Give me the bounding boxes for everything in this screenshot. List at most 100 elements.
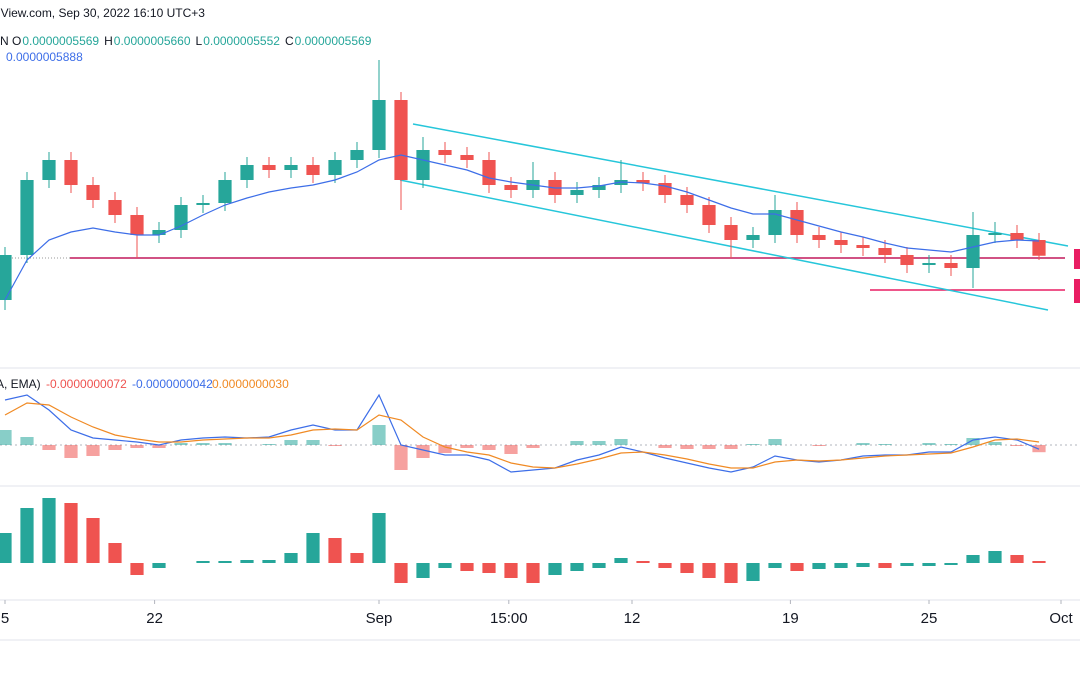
x-tick-label: 15:00 [490, 610, 528, 627]
candle-body [416, 150, 430, 180]
histogram-bar [174, 443, 188, 445]
candle-body [196, 203, 210, 205]
histogram-bar [746, 563, 760, 581]
ohlc-label: H [104, 34, 113, 48]
histogram-bar [878, 563, 892, 568]
histogram-bar [262, 444, 276, 445]
histogram-bar [0, 430, 12, 445]
candle-body [702, 205, 716, 225]
candle-body [834, 240, 848, 245]
ohlc-label: C [285, 34, 294, 48]
candle-body [328, 160, 342, 175]
histogram-bar [152, 563, 166, 568]
macd-line-value: -0.0000000042 [132, 377, 213, 391]
histogram-bar [262, 560, 276, 563]
candle-body [570, 190, 584, 195]
candle-body [856, 245, 870, 248]
histogram-bar [1010, 555, 1024, 563]
macd-histogram-value: -0.0000000072 [46, 377, 127, 391]
histogram-bar [240, 560, 254, 563]
histogram-bar [570, 563, 584, 571]
histogram-bar [218, 443, 232, 445]
candle-body [592, 185, 606, 190]
ohlc-value: 0.0000005569 [22, 34, 99, 48]
x-tick-label: 12 [624, 610, 641, 627]
histogram-bar [350, 553, 364, 563]
histogram-bar [108, 445, 122, 450]
candle-body [790, 210, 804, 235]
histogram-bar [944, 444, 958, 445]
histogram-bar [394, 563, 408, 583]
x-tick-label: 5 [1, 610, 9, 627]
histogram-bar [658, 445, 672, 448]
histogram-bar [0, 533, 12, 563]
candle-body [240, 165, 254, 180]
x-tick-label: Sep [366, 610, 393, 627]
x-tick-label: 22 [146, 610, 163, 627]
histogram-bar [328, 538, 342, 563]
histogram-bar [372, 425, 386, 445]
histogram-bar [636, 561, 650, 563]
histogram-bar [900, 563, 914, 566]
histogram-bar [284, 553, 298, 563]
candle-body [812, 235, 826, 240]
histogram-bar [768, 439, 782, 445]
histogram-bar [768, 563, 782, 568]
candle-body [724, 225, 738, 240]
histogram-bar [64, 445, 78, 458]
candle-body [108, 200, 122, 215]
histogram-bar [416, 563, 430, 578]
histogram-bar [966, 555, 980, 563]
histogram-bar [306, 440, 320, 445]
histogram-bar [460, 563, 474, 571]
indicator-line [4, 393, 1040, 473]
candle-body [394, 100, 408, 180]
candle-body [900, 255, 914, 265]
histogram-bar [856, 443, 870, 445]
ohlc-value: 0.0000005569 [295, 34, 372, 48]
candle-body [372, 100, 386, 150]
histogram-bar [504, 563, 518, 578]
histogram-bar [724, 563, 738, 583]
histogram-bar [746, 444, 760, 445]
candle-body [460, 155, 474, 160]
histogram-bar [702, 445, 716, 449]
histogram-bar [482, 563, 496, 573]
candle-body [42, 160, 56, 180]
histogram-bar [86, 518, 100, 563]
signal-line-value: 0.0000000030 [212, 377, 289, 391]
x-tick-label: 25 [921, 610, 938, 627]
histogram-bar [812, 445, 826, 446]
histogram-bar [702, 563, 716, 578]
candle-body [482, 160, 496, 185]
histogram-bar [42, 498, 56, 563]
x-tick-label: Oct [1049, 610, 1073, 627]
histogram-bar [988, 442, 1002, 445]
candle-body [988, 233, 1002, 235]
x-tick-label: 19 [782, 610, 799, 627]
indicator-line [4, 154, 1040, 301]
ohlc-legend: O 0.0000005569 H 0.0000005660 L 0.0000005552 C… [12, 34, 372, 48]
histogram-bar [284, 440, 298, 445]
ohlc-value: 0.0000005552 [203, 34, 280, 48]
histogram-bar [218, 561, 232, 563]
candle-body [746, 235, 760, 240]
indicator-line [4, 402, 1040, 469]
macd-title: A, EMA) [0, 377, 41, 391]
channel-line [412, 123, 1069, 247]
histogram-bar [614, 558, 628, 563]
histogram-bar [130, 445, 144, 448]
ohlc-label: L [196, 34, 203, 48]
histogram-bar [460, 445, 474, 448]
candle-body [1032, 240, 1046, 256]
histogram-bar [438, 445, 452, 453]
candle-body [262, 165, 276, 170]
candle-body [306, 165, 320, 175]
candle-body [966, 235, 980, 268]
histogram-bar [922, 443, 936, 445]
histogram-bar [482, 445, 496, 450]
candle-body [768, 210, 782, 235]
candle-body [1010, 233, 1024, 240]
